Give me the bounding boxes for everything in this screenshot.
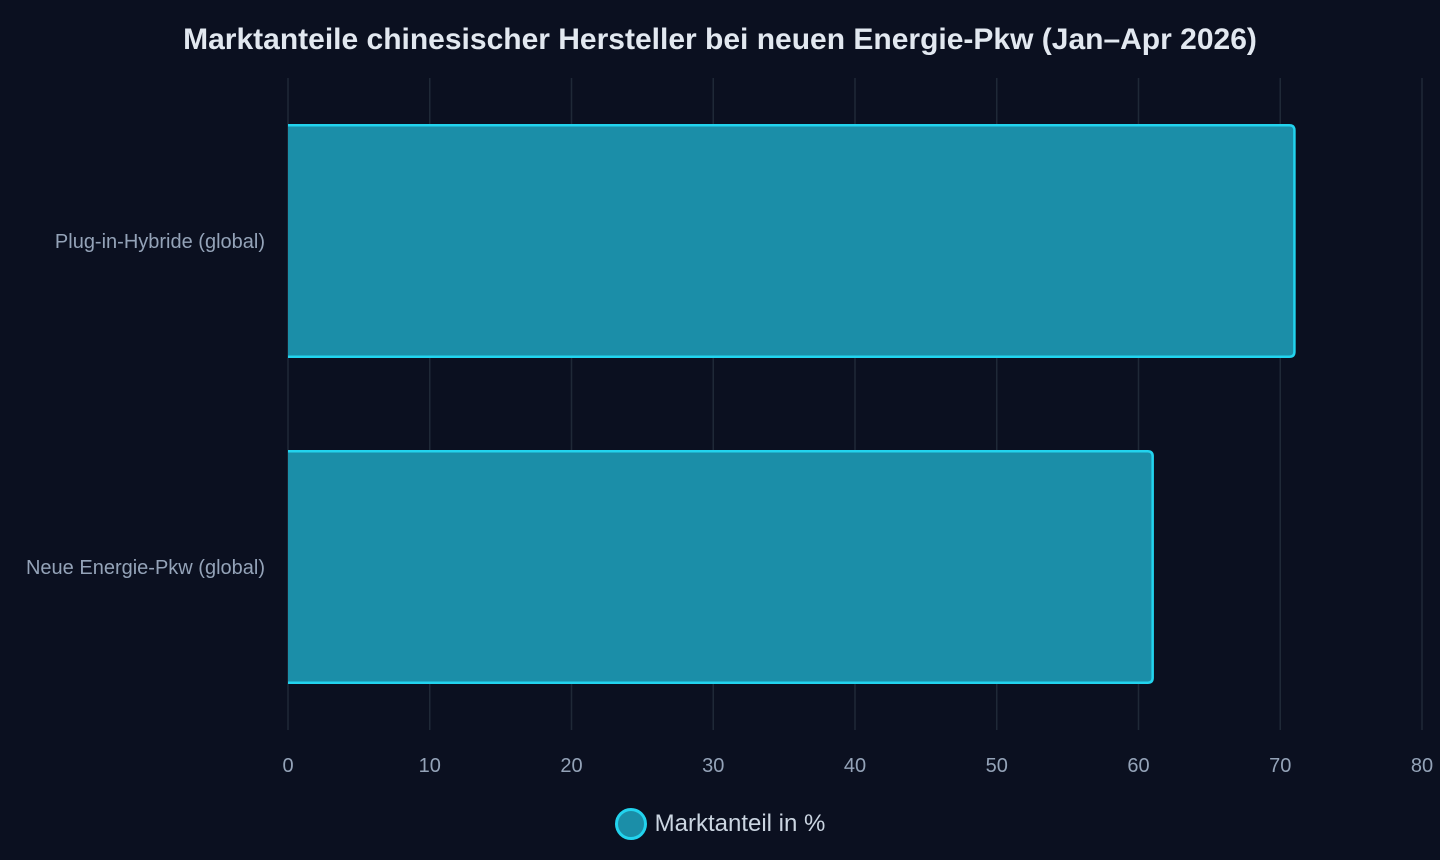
x-tick-label: 70	[1269, 755, 1291, 777]
bar-layer	[288, 124, 1296, 684]
x-tick-label: 30	[702, 755, 724, 777]
legend: Marktanteil in %	[0, 808, 1440, 840]
x-tick-label: 50	[986, 755, 1008, 777]
x-tick-label: 0	[282, 755, 293, 777]
y-tick-label: Plug-in-Hybride (global)	[55, 231, 265, 253]
bar-outline	[288, 124, 1296, 358]
legend-label: Marktanteil in %	[654, 810, 826, 837]
x-tick-label: 60	[1127, 755, 1149, 777]
x-tick-label: 40	[844, 755, 866, 777]
x-axis-labels: 0 10 20 30 40 50 60 70 80	[282, 755, 1433, 777]
legend-swatch	[614, 808, 647, 840]
bar-chart: Plug-in-Hybride (global) Neue Energie-Pkw…	[26, 78, 1433, 777]
x-tick-label: 80	[1411, 755, 1433, 777]
bar	[288, 125, 1295, 357]
x-tick-label: 10	[419, 755, 441, 777]
y-axis-labels: Plug-in-Hybride (global) Neue Energie-Pkw…	[26, 231, 265, 579]
x-tick-label: 20	[560, 755, 582, 777]
chart-title: Marktanteile chinesischer Hersteller bei…	[183, 23, 1257, 56]
y-tick-label: Neue Energie-Pkw (global)	[26, 557, 265, 579]
bar-outline	[288, 450, 1154, 684]
bar	[288, 451, 1153, 683]
